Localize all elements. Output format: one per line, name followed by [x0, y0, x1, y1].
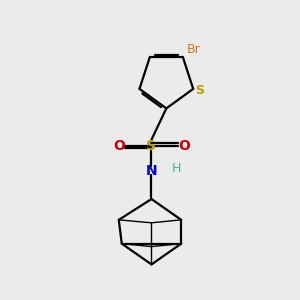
Text: O: O [178, 139, 190, 152]
Text: H: H [172, 162, 182, 175]
Text: O: O [113, 139, 125, 152]
Text: Br: Br [187, 44, 200, 56]
Text: N: N [146, 164, 157, 178]
Text: S: S [195, 84, 204, 97]
Text: S: S [146, 139, 157, 152]
